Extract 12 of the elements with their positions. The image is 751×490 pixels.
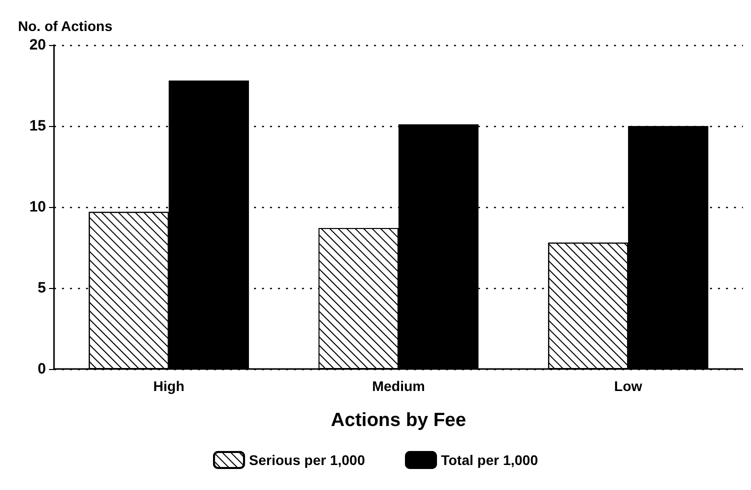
x-tick-label: Medium xyxy=(372,378,425,394)
legend-label: Serious per 1,000 xyxy=(249,452,366,468)
x-axis-title: Actions by Fee xyxy=(330,410,466,431)
x-tick-label: Low xyxy=(614,378,642,394)
y-tick-label: 20 xyxy=(29,36,46,54)
y-tick-label: 15 xyxy=(29,118,46,134)
legend-label: Total per 1,000 xyxy=(440,452,538,468)
y-tick-label: 10 xyxy=(29,198,46,216)
x-tick-label: High xyxy=(153,378,184,394)
y-tick-label: 0 xyxy=(38,360,46,378)
y-axis-title: No. of Actions xyxy=(18,18,113,34)
y-tick-label: 5 xyxy=(38,280,46,296)
